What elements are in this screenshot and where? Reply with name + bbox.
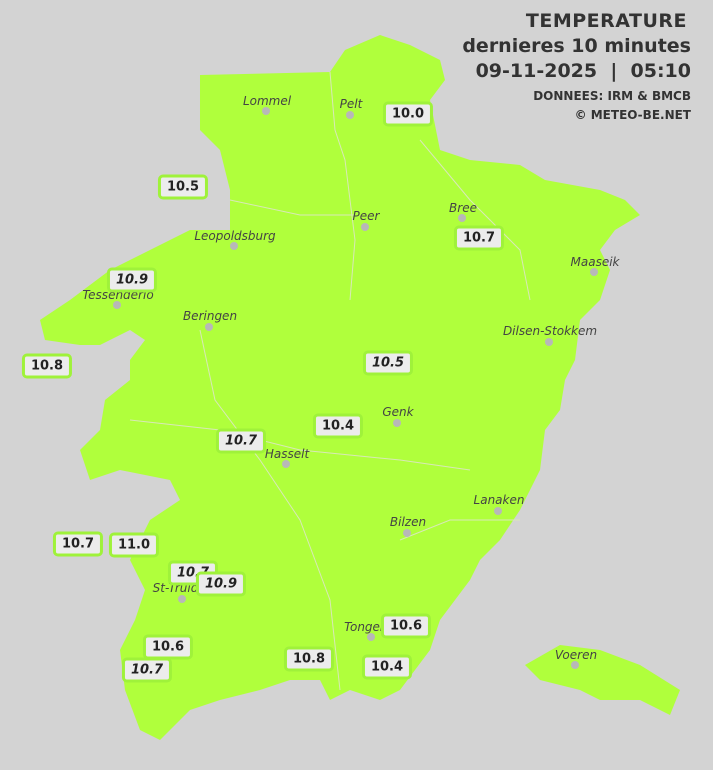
city-dot <box>590 268 598 276</box>
temperature-reading: 10.5 <box>362 350 414 376</box>
temperature-reading: 10.9 <box>106 267 158 293</box>
temperature-reading: 10.5 <box>157 174 209 200</box>
city-label-peer: Peer <box>352 209 380 223</box>
city-label-beringen: Beringen <box>182 309 238 323</box>
city-dot <box>262 107 270 115</box>
city-dot <box>458 214 466 222</box>
temperature-reading: 10.7 <box>453 225 505 251</box>
city-label-pelt: Pelt <box>339 97 363 111</box>
municipal-borders <box>129 71 531 691</box>
city-dot <box>230 242 238 250</box>
city-label-voeren: Voeren <box>554 648 598 662</box>
city-label-hasselt: Hasselt <box>264 447 310 461</box>
city-dot <box>178 595 186 603</box>
temperature-reading: 10.7 <box>215 428 267 454</box>
temperature-reading: 10.9 <box>195 571 247 597</box>
temperature-reading: 10.8 <box>283 646 335 672</box>
map-datetime: 09-11-2025 | 05:10 <box>475 60 691 82</box>
data-source: DONNEES: IRM & BMCB <box>533 89 691 103</box>
map-title: TEMPERATURE <box>525 10 687 32</box>
limburg-province-shape <box>40 35 640 740</box>
temperature-reading: 10.6 <box>380 613 432 639</box>
city-dot <box>403 529 411 537</box>
city-dot <box>361 223 369 231</box>
city-dot <box>282 460 290 468</box>
city-label-bree: Bree <box>449 201 477 215</box>
temperature-reading: 10.4 <box>361 654 413 680</box>
city-dot <box>545 338 553 346</box>
city-dot <box>494 507 502 515</box>
city-label-maaseik: Maaseik <box>570 255 620 269</box>
copyright: © METEO-BE.NET <box>574 108 691 122</box>
city-label-genk: Genk <box>382 405 414 419</box>
city-dot <box>393 419 401 427</box>
city-dot <box>113 301 121 309</box>
voeren-exclave-shape <box>525 645 680 715</box>
temperature-reading: 10.0 <box>382 101 434 127</box>
city-label-lommel: Lommel <box>242 94 292 108</box>
city-dot <box>346 111 354 119</box>
city-dot <box>571 661 579 669</box>
city-label-lanaken: Lanaken <box>473 493 525 507</box>
temperature-reading: 10.6 <box>142 634 194 660</box>
city-label-dilsen-stokkem: Dilsen-Stokkem <box>502 324 598 338</box>
map-subtitle: dernieres 10 minutes <box>462 35 691 57</box>
temperature-reading: 10.8 <box>21 353 73 379</box>
city-label-bilzen: Bilzen <box>389 515 427 529</box>
temperature-reading: 10.4 <box>312 413 364 439</box>
city-dot <box>205 323 213 331</box>
city-dot <box>367 633 375 641</box>
city-label-leopoldsburg: Leopoldsburg <box>194 229 276 243</box>
temperature-reading: 10.7 <box>121 657 173 683</box>
temperature-reading: 11.0 <box>108 532 160 558</box>
temperature-reading: 10.7 <box>52 531 104 557</box>
